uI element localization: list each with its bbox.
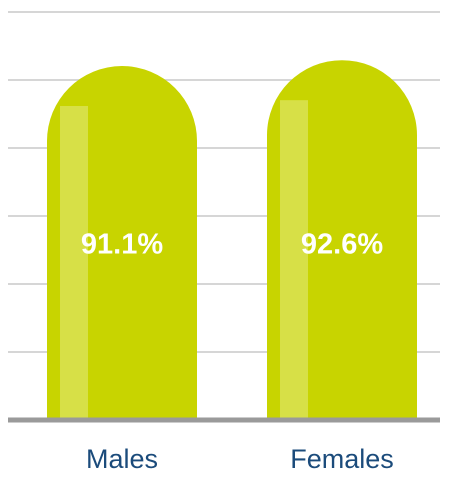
value-label: 92.6% [301, 229, 383, 261]
value-label: 91.1% [81, 229, 163, 261]
bar [267, 60, 417, 420]
bar-highlight [60, 106, 88, 421]
x-tick-label: Females [290, 444, 394, 474]
bar-highlight [280, 100, 308, 420]
bar [47, 66, 197, 420]
x-tick-label: Males [86, 444, 158, 474]
